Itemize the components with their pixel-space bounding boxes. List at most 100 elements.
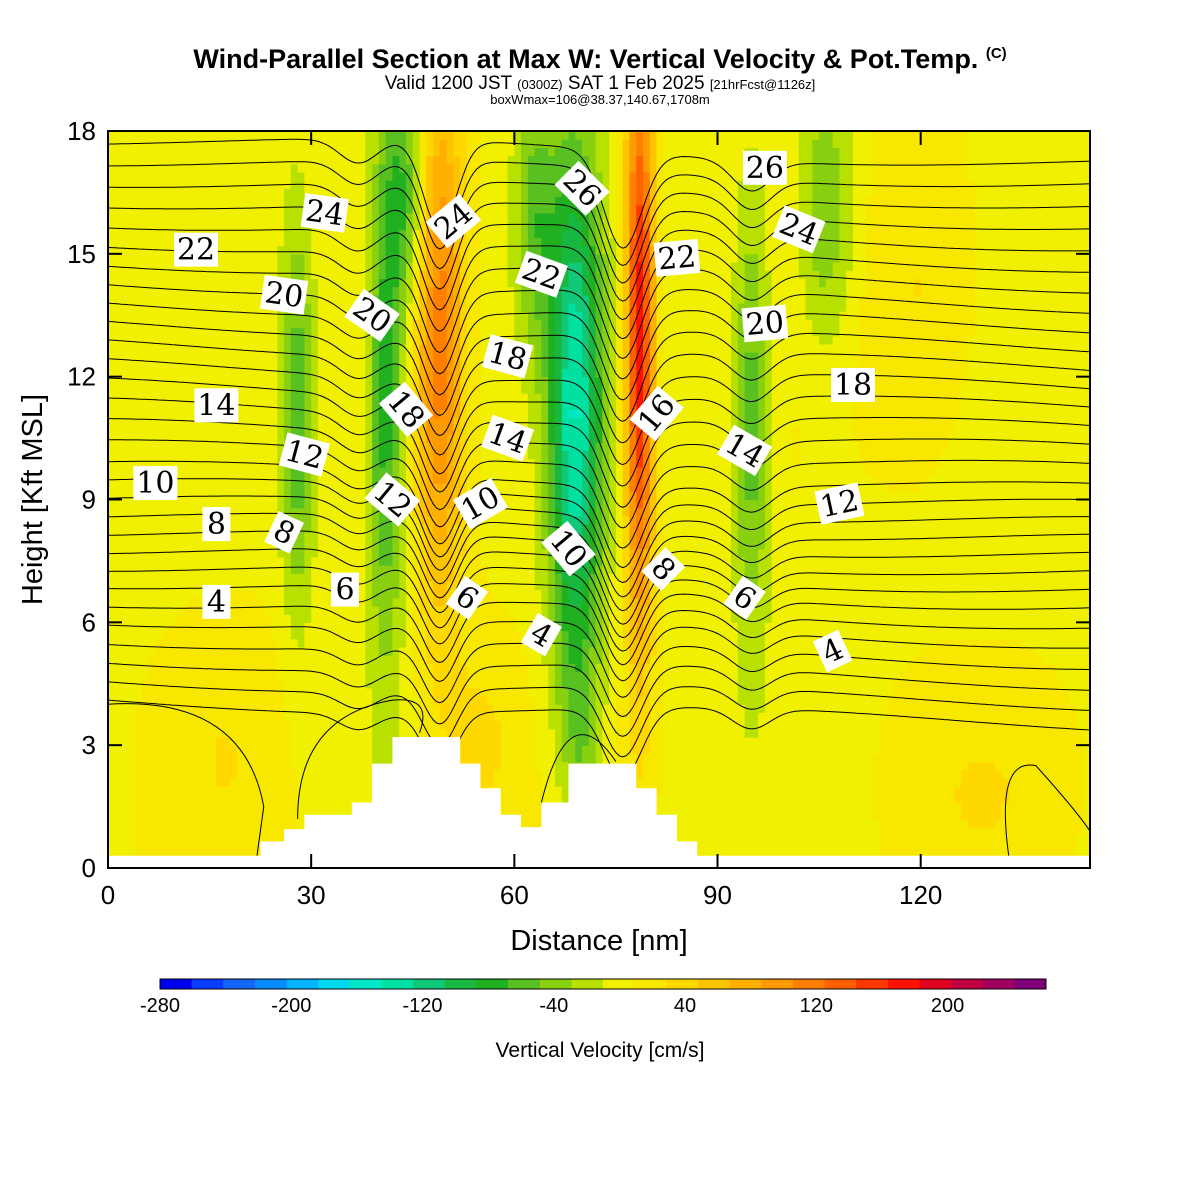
w-cell	[270, 712, 278, 722]
w-cell	[439, 663, 448, 673]
w-cell	[439, 433, 448, 443]
w-cell	[290, 163, 299, 173]
w-cell	[338, 646, 346, 656]
w-cell	[446, 605, 454, 615]
w-cell	[277, 663, 285, 673]
w-cell	[148, 556, 156, 566]
w-cell	[460, 393, 468, 402]
w-cell	[243, 466, 251, 476]
w-cell	[209, 376, 217, 386]
w-cell	[243, 736, 251, 746]
w-cell	[399, 352, 407, 361]
w-cell	[196, 270, 204, 279]
w-cell	[412, 532, 421, 542]
w-cell	[324, 630, 333, 640]
w-cell	[189, 556, 197, 566]
w-cell	[392, 466, 400, 476]
w-cell	[128, 491, 136, 501]
w-cell	[236, 810, 245, 820]
w-cell	[453, 139, 461, 148]
w-cell	[399, 671, 407, 681]
w-cell	[412, 466, 421, 476]
w-cell	[419, 556, 427, 566]
w-cell	[121, 278, 129, 288]
w-cell	[392, 294, 400, 304]
w-cell	[351, 638, 360, 648]
w-cell	[297, 409, 305, 419]
w-cell	[331, 605, 339, 615]
w-cell	[345, 360, 353, 370]
w-cell	[351, 425, 360, 435]
w-cell	[128, 229, 136, 239]
w-cell	[175, 360, 184, 370]
w-cell	[338, 360, 346, 370]
w-cell	[317, 327, 326, 337]
w-cell	[250, 180, 258, 189]
w-cell	[148, 589, 156, 599]
w-cell	[121, 679, 129, 689]
w-cell	[162, 343, 170, 353]
w-cell	[168, 212, 177, 222]
w-cell	[331, 794, 339, 804]
w-cell	[108, 843, 116, 853]
w-cell	[338, 483, 346, 492]
w-cell	[331, 556, 339, 566]
w-cell	[209, 794, 217, 804]
w-cell	[338, 671, 346, 681]
w-cell	[297, 327, 305, 337]
w-cell	[270, 687, 278, 697]
w-cell	[297, 343, 305, 353]
w-cell	[277, 368, 285, 378]
w-cell	[277, 687, 285, 697]
w-cell	[446, 515, 454, 525]
w-cell	[372, 687, 380, 697]
w-cell	[202, 753, 211, 763]
w-cell	[175, 679, 184, 689]
w-cell	[256, 352, 265, 361]
w-cell	[263, 352, 272, 361]
w-cell	[399, 204, 407, 214]
w-cell	[460, 466, 468, 476]
w-cell	[162, 171, 170, 181]
w-cell	[399, 188, 407, 198]
w-cell	[236, 687, 245, 697]
w-cell	[114, 655, 123, 664]
w-cell	[385, 524, 394, 533]
w-cell	[121, 352, 129, 361]
w-cell	[209, 663, 217, 673]
w-cell	[439, 319, 448, 329]
w-cell	[297, 614, 305, 623]
w-cell	[114, 515, 123, 525]
w-cell	[385, 638, 394, 648]
w-cell	[263, 810, 272, 820]
w-cell	[378, 221, 387, 230]
w-cell	[243, 155, 251, 165]
w-cell	[263, 237, 272, 247]
w-cell	[324, 745, 333, 754]
w-cell	[426, 565, 434, 574]
w-cell	[392, 352, 400, 361]
w-cell	[426, 131, 434, 140]
w-cell	[358, 196, 366, 206]
w-cell	[317, 671, 326, 681]
w-cell	[439, 548, 448, 558]
w-cell	[317, 253, 326, 263]
w-cell	[202, 704, 211, 714]
w-cell	[338, 302, 346, 312]
w-cell	[250, 311, 258, 320]
w-cell	[304, 245, 312, 255]
w-cell	[351, 335, 360, 345]
w-cell	[216, 278, 224, 288]
w-cell	[229, 433, 238, 443]
w-cell	[256, 720, 265, 730]
w-cell	[317, 769, 326, 779]
w-cell	[189, 573, 197, 582]
w-cell	[243, 433, 251, 443]
w-cell	[331, 761, 339, 771]
w-cell	[155, 728, 163, 738]
w-cell	[256, 196, 265, 206]
w-cell	[317, 745, 326, 754]
w-cell	[263, 556, 272, 566]
w-cell	[372, 679, 380, 689]
w-cell	[466, 384, 475, 394]
